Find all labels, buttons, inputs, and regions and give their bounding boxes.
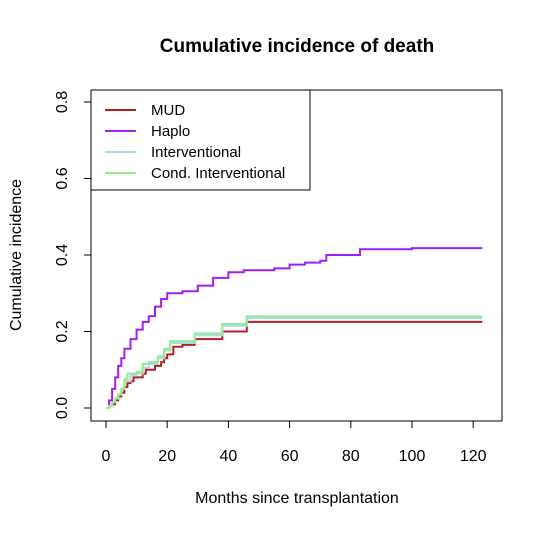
legend: MUD Haplo Interventional Cond. Intervention… [90,89,311,191]
series-line-cond-interventional [106,315,483,409]
x-axis: 0 20 40 60 80 100 120 [102,420,487,465]
x-tick-label: 40 [220,448,238,465]
x-tick-label: 60 [281,448,299,465]
y-tick-label: 0.4 [54,244,71,266]
y-axis-label: Cumulative incidence [8,179,25,331]
series-line-mud [106,320,483,409]
legend-label-haplo: Haplo [151,123,190,140]
y-tick-label: 0.6 [54,167,71,189]
x-tick-label: 100 [399,448,426,465]
legend-label-mud: MUD [151,102,185,119]
y-tick-label: 0.8 [54,91,71,113]
x-tick-label: 80 [342,448,360,465]
x-axis-label: Months since transplantation [195,490,399,507]
series-layer [106,247,483,409]
x-tick-label: 120 [460,448,487,465]
legend-label-interventional: Interventional [151,144,241,161]
y-axis: 0.0 0.2 0.4 0.6 0.8 [54,91,92,419]
x-tick-label: 20 [158,448,176,465]
chart-title: Cumulative incidence of death [160,36,435,57]
legend-label-cond-interventional: Cond. Interventional [151,165,285,182]
series-line-haplo [106,247,483,409]
y-tick-label: 0.0 [54,397,71,419]
x-tick-label: 0 [102,448,111,465]
y-tick-label: 0.2 [54,320,71,342]
